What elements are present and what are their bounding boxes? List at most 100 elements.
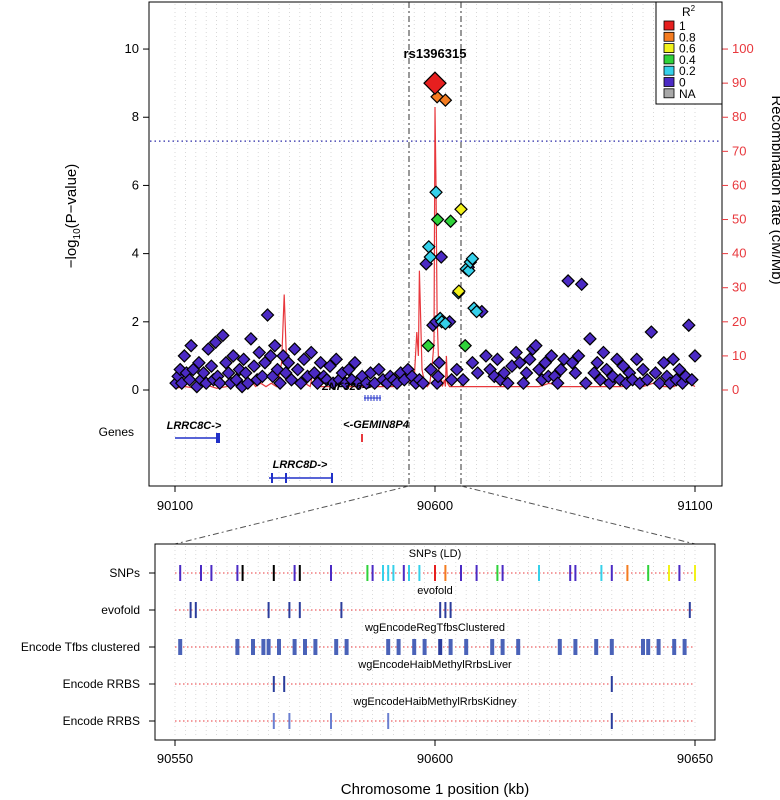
snp-point (519, 366, 534, 380)
snp-point (578, 376, 593, 391)
track-feature-mark (292, 639, 297, 655)
legend-title: R2 (682, 4, 696, 19)
y-tick-label: 0 (132, 382, 139, 397)
snp-point (497, 366, 512, 380)
gene-track: ZNF326-> <-GEMIN8P4 LRRC8C-> LRRC8D-> (167, 381, 409, 483)
track-source-label: evofold (417, 585, 452, 597)
track-label: evofold (101, 603, 140, 617)
track-feature-mark (387, 713, 390, 729)
track-feature-mark (200, 565, 202, 581)
y2-tick-label: 80 (732, 109, 746, 124)
annotation-tracks-plot: SNPs SNPs (LD) evofold evofold Encode Tfbs c… (21, 543, 716, 798)
track-feature-mark (641, 639, 645, 655)
snp-point (212, 376, 227, 391)
legend-entry-label: 0 (679, 76, 686, 90)
y2-tick-label: 60 (732, 177, 746, 192)
track-source-label: wgEncodeHaibMethylRrbsLiver (357, 659, 512, 671)
legend-entry-label: 0.4 (679, 53, 696, 67)
track-feature-mark (387, 565, 390, 581)
snp-point (281, 355, 296, 370)
x-tick-label: 90100 (157, 498, 193, 513)
snp-point (479, 349, 493, 363)
snp-point (454, 202, 468, 217)
track-feature-mark (490, 639, 495, 655)
legend-swatch (663, 43, 675, 53)
snp-point (681, 318, 696, 333)
track-feature-mark (609, 639, 614, 655)
track-feature-mark (251, 639, 255, 655)
snp-point (443, 214, 458, 229)
snp-point (672, 362, 687, 377)
legend-swatch (663, 77, 675, 87)
track-label: Encode RRBS (63, 677, 140, 691)
association-plot: ZNF326-> <-GEMIN8P4 LRRC8C-> LRRC8D-> 0 2 4 6 8… (63, 1, 780, 513)
snp-point (522, 352, 537, 367)
track-feature-mark (293, 565, 296, 581)
snp-point (685, 372, 699, 387)
track-feature-mark (422, 639, 427, 655)
track-feature-mark (557, 639, 562, 655)
snp-point (688, 349, 702, 363)
y2-tick-label: 70 (732, 143, 746, 158)
y2-axis-label: Recombination rate (cM/Mb) (768, 95, 780, 284)
x-tick-label: 91100 (677, 498, 712, 513)
snp-point (416, 376, 430, 391)
track-feature-mark (371, 565, 374, 581)
gene-label: ZNF326-> (321, 381, 372, 393)
snp-point (290, 362, 305, 377)
snp-point (236, 352, 251, 367)
annotation-track-rows: SNPs SNPs (LD) evofold evofold Encode Tfbs c… (21, 548, 696, 729)
legend-frame (655, 1, 723, 105)
track-feature-mark (672, 639, 677, 655)
annotation-axes: 90550 90600 90650 (149, 572, 713, 766)
snp-point (490, 352, 505, 367)
snp-point (616, 359, 631, 373)
x-tick-label: 90600 (417, 751, 453, 766)
genes-label: Genes (99, 425, 134, 439)
snp-point (323, 359, 337, 373)
track-feature-mark (236, 565, 239, 581)
track-feature-mark (386, 639, 391, 655)
legend-entry-label: 0.8 (679, 30, 696, 44)
track-feature-mark (496, 565, 499, 581)
track-feature-mark (573, 639, 578, 655)
track-feature-mark (438, 639, 443, 655)
gene-exon (271, 473, 273, 483)
track-feature-mark (475, 565, 478, 581)
track-feature-mark (288, 602, 291, 618)
vertical-grid (150, 2, 721, 486)
snp-point (599, 362, 614, 377)
snp-point (293, 376, 308, 391)
snp-point (371, 362, 386, 377)
track-feature-mark (396, 639, 401, 655)
snp-point (444, 372, 459, 387)
track-feature-mark (694, 565, 696, 581)
track-feature-mark (189, 602, 192, 618)
snp-point (348, 355, 362, 370)
snp-point (421, 338, 436, 353)
track-feature-mark (408, 565, 410, 581)
track-feature-mark (330, 713, 332, 729)
snp-point (252, 345, 267, 360)
gene-exon (331, 473, 333, 483)
track-feature-mark (178, 639, 183, 655)
zoom-connectors (174, 485, 696, 545)
x-tick-label: 90600 (417, 498, 453, 513)
track-feature-mark (267, 602, 270, 618)
snp-point (529, 338, 543, 353)
snp-point (652, 376, 667, 391)
snp-points (169, 71, 702, 394)
track-feature-mark (412, 639, 417, 655)
snp-point (644, 325, 659, 339)
track-feature-mark (626, 565, 629, 581)
snp-point (583, 332, 597, 346)
track-feature-mark (303, 639, 307, 655)
y2-tick-label: 30 (732, 280, 746, 295)
track-feature-mark (261, 639, 266, 655)
track-feature-mark (298, 565, 301, 581)
track-source-label: SNPs (LD) (409, 548, 462, 560)
track-feature-mark (241, 565, 244, 581)
snp-point (568, 366, 583, 380)
